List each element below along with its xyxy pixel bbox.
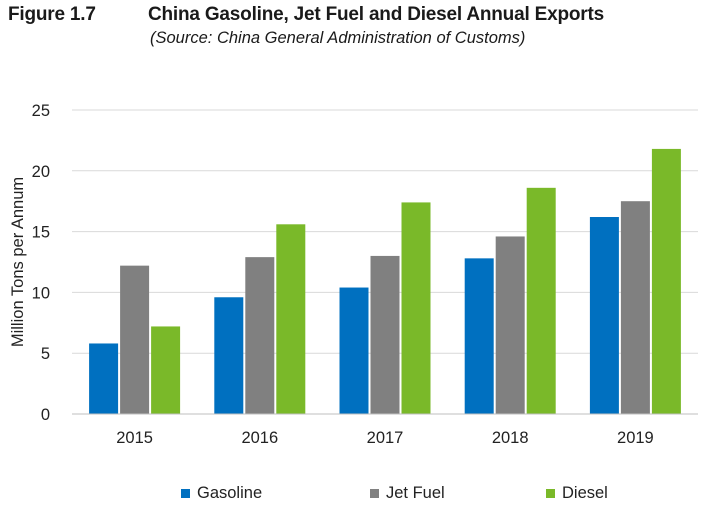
bar-chart: 0 5 10 15 20 25 Million Tons per Annum 2015 2016…	[9, 102, 698, 447]
legend-swatch	[181, 489, 190, 498]
legend-label: Jet Fuel	[386, 484, 445, 502]
bar-diesel-2016	[276, 224, 306, 414]
legend-swatch	[546, 489, 555, 498]
x-tick-label: 2017	[367, 429, 404, 447]
bar-jet-fuel-2018	[495, 236, 525, 414]
chart-legend: Gasoline Jet Fuel Diesel	[0, 484, 718, 506]
bar-gasoline-2019	[589, 217, 619, 414]
chart-source: (Source: China General Administration of…	[150, 29, 526, 47]
bar-diesel-2017	[401, 202, 431, 414]
y-axis-title: Million Tons per Annum	[9, 177, 27, 347]
chart-header: Figure 1.7 China Gasoline, Jet Fuel and D…	[8, 4, 708, 26]
bar-gasoline-2015	[89, 343, 119, 414]
bar-diesel-2018	[526, 187, 556, 414]
y-tick-label: 5	[41, 345, 50, 363]
figure-title-row: Figure 1.7 China Gasoline, Jet Fuel and D…	[8, 4, 708, 26]
bar-gasoline-2017	[339, 287, 369, 414]
x-tick-label: 2015	[116, 429, 153, 447]
bar-jet-fuel-2019	[620, 201, 650, 414]
bar-gasoline-2016	[214, 297, 244, 414]
figure-number: Figure 1.7	[8, 4, 96, 25]
y-tick-label: 0	[41, 406, 50, 424]
x-tick-label: 2016	[241, 429, 278, 447]
legend-swatch	[370, 489, 379, 498]
y-tick-label: 10	[32, 284, 50, 302]
legend-label: Diesel	[562, 484, 608, 502]
legend-label: Gasoline	[197, 484, 263, 502]
bar-jet-fuel-2017	[370, 255, 400, 414]
chart-title: China Gasoline, Jet Fuel and Diesel Annu…	[148, 4, 604, 25]
bar-jet-fuel-2015	[120, 265, 150, 414]
bar-jet-fuel-2016	[245, 257, 275, 414]
y-tick-label: 20	[32, 163, 50, 181]
legend-item-gasoline: Gasoline	[181, 484, 262, 503]
legend-item-jet-fuel: Jet Fuel	[370, 484, 445, 503]
bar-diesel-2019	[651, 148, 681, 415]
x-tick-label: 2019	[617, 429, 654, 447]
legend-item-diesel: Diesel	[546, 484, 608, 503]
y-tick-label: 15	[32, 224, 50, 242]
y-tick-label: 25	[32, 102, 50, 120]
x-tick-label: 2018	[492, 429, 529, 447]
bar-gasoline-2018	[464, 258, 494, 414]
bar-diesel-2015	[151, 326, 181, 414]
